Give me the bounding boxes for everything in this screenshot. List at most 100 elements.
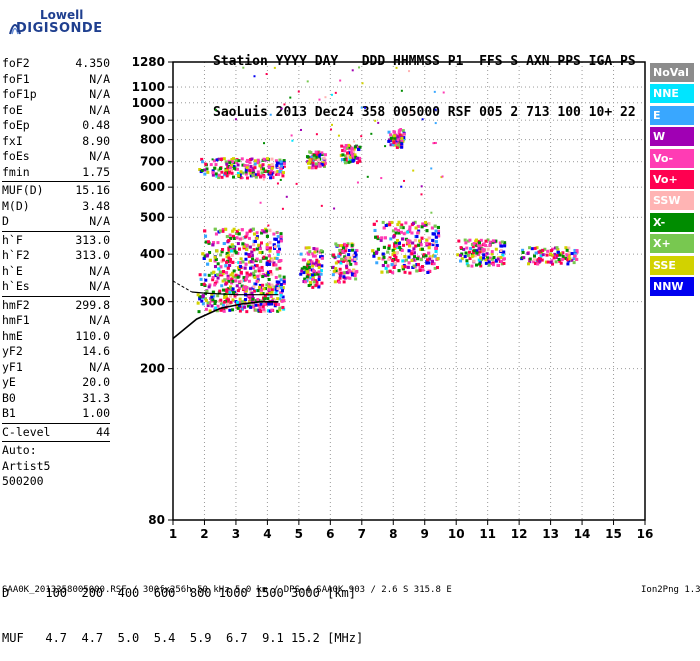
grid-dot [329,278,331,279]
grid-dot [509,86,510,88]
echo-point [374,235,378,239]
grid-dot [581,114,583,115]
grid-dot [487,82,489,83]
grid-dot [203,214,205,215]
echo-point [336,270,340,274]
grid-dot [177,216,178,218]
grid-dot [392,298,394,299]
grid-dot [487,410,489,411]
grid-dot [613,346,615,347]
echo-point [245,277,249,281]
grid-dot [424,314,426,315]
grid-dot [581,258,583,259]
echo-point [491,239,495,243]
grid-dot [518,122,520,123]
grid-dot [281,253,282,255]
grid-dot [329,314,331,315]
grid-dot [518,418,520,419]
param-row: h`Es N/A [2,279,110,295]
grid-dot [305,119,306,121]
grid-dot [487,318,489,319]
grid-dot [455,250,457,251]
echo-point [317,270,321,274]
grid-dot [298,142,300,143]
grid-dot [329,139,330,141]
grid-dot [525,86,526,88]
echo-point [230,278,234,282]
grid-dot [266,326,268,327]
grid-dot [392,110,394,111]
grid-dot [266,330,268,331]
grid-dot [424,422,426,423]
grid-dot [455,422,457,423]
grid-dot [203,322,205,323]
echo-point [459,259,463,263]
grid-dot [266,486,268,487]
echo-point [270,290,274,294]
param-label: fmin [2,164,30,179]
echo-point [437,229,441,233]
grid-dot [593,161,594,163]
param-value: N/A [89,149,110,163]
grid-dot [361,430,363,431]
grid-dot [361,262,363,263]
grid-dot [313,139,314,141]
echo-point [381,220,385,224]
grid-dot [550,146,552,147]
grid-dot [203,306,205,307]
echo-point [251,297,255,301]
echo-point [308,268,312,272]
echo-point [408,228,412,232]
grid-dot [405,186,406,188]
grid-dot [441,139,442,141]
echo-point [395,251,399,255]
param-label: yE [2,375,16,389]
grid-dot [455,210,457,211]
grid-dot [235,190,237,191]
grid-dot [581,342,583,343]
grid-dot [298,398,300,399]
grid-dot [437,368,438,370]
grid-dot [392,190,394,191]
grid-dot [329,430,331,431]
grid-dot [455,354,457,355]
echo-point [382,245,386,249]
echo-point [251,167,255,171]
echo-point [414,226,418,230]
grid-dot [605,253,606,255]
grid-dot [455,370,457,371]
grid-dot [501,186,502,188]
grid-dot [297,139,298,141]
grid-dot [177,186,178,188]
grid-dot [561,139,562,141]
echo-point [432,262,436,266]
grid-dot [553,186,554,188]
echo-point [250,171,254,175]
grid-dot [257,119,258,121]
echo-point [425,261,429,265]
grid-dot [593,119,594,121]
grid-dot [203,150,205,151]
grid-dot [613,126,615,127]
grid-dot [235,362,237,363]
grid-dot [285,86,286,88]
echo-point [522,256,526,260]
grid-dot [329,250,331,251]
grid-dot [581,253,582,255]
grid-dot [203,326,205,327]
grid-dot [518,362,520,363]
grid-dot [581,498,583,499]
grid-dot [329,498,331,499]
echo-point [460,257,464,261]
grid-dot [593,216,594,218]
grid-dot [453,119,454,121]
grid-dot [298,250,300,251]
echo-point [217,299,221,303]
echo-point [425,242,429,246]
grid-dot [361,190,363,191]
grid-dot [301,186,302,188]
grid-dot [469,216,470,218]
grid-dot [445,119,446,121]
grid-dot [203,78,205,79]
echo-point [434,229,438,233]
